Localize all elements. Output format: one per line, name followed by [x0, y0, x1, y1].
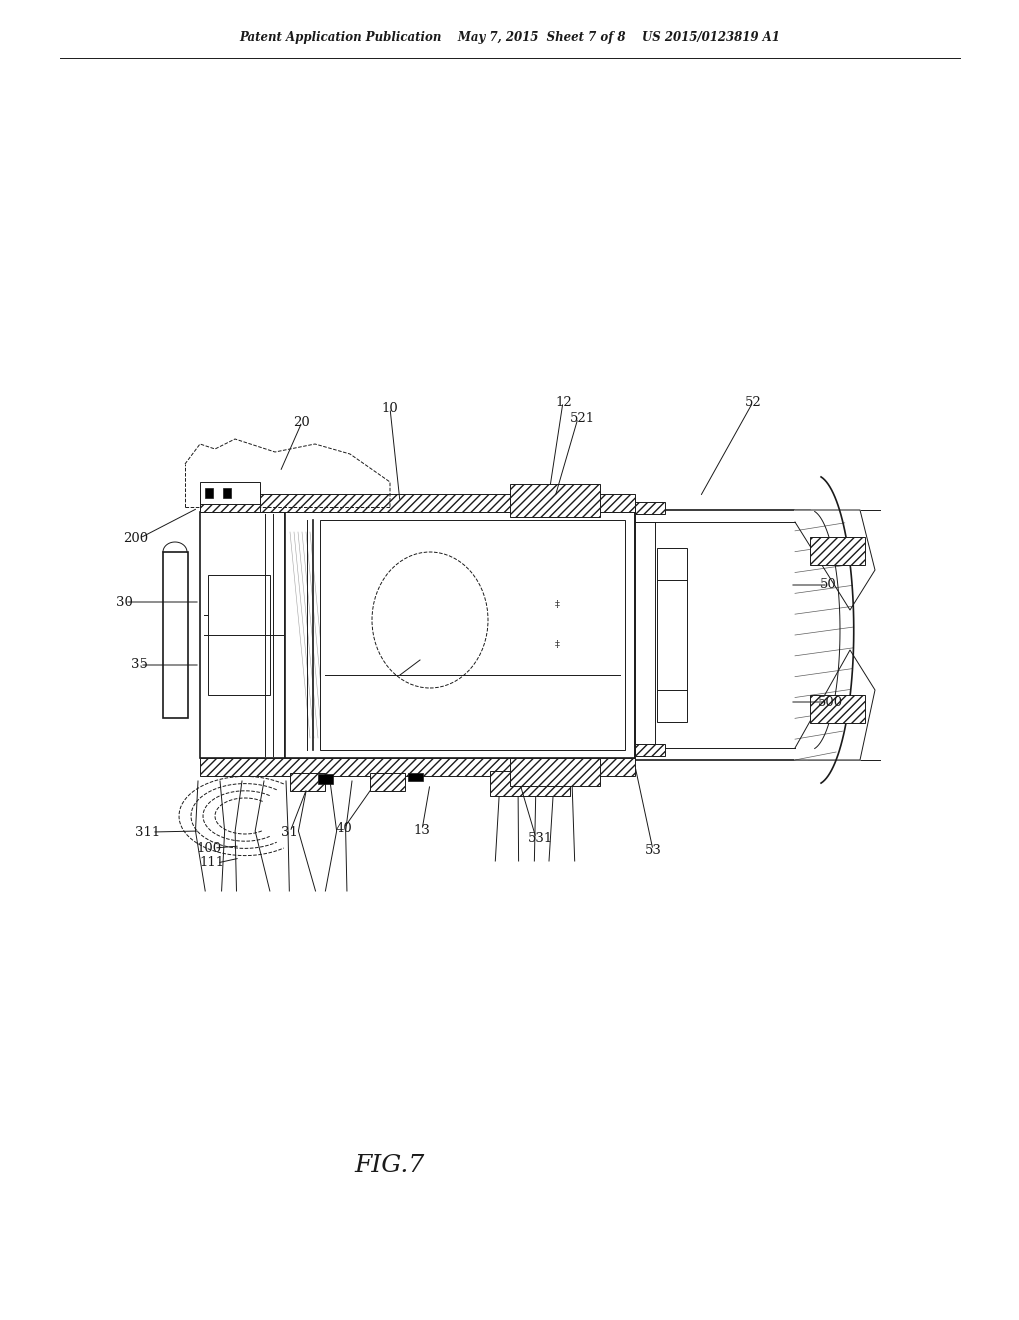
Bar — [510, 758, 599, 785]
Bar — [656, 548, 687, 722]
Bar — [200, 490, 260, 512]
Text: 531: 531 — [528, 832, 552, 845]
Polygon shape — [794, 649, 874, 760]
Text: 311: 311 — [135, 825, 160, 838]
Bar — [200, 512, 284, 758]
Bar — [223, 488, 230, 498]
Text: ‡: ‡ — [554, 640, 558, 649]
Bar — [289, 774, 325, 791]
Text: ‡: ‡ — [554, 601, 558, 610]
Text: 12: 12 — [554, 396, 572, 408]
Bar — [635, 744, 664, 756]
Bar — [370, 774, 405, 791]
Text: 52: 52 — [744, 396, 761, 408]
Text: 111: 111 — [200, 857, 225, 870]
Bar — [318, 774, 332, 784]
Bar — [163, 552, 187, 718]
Text: 200: 200 — [122, 532, 148, 544]
Text: 521: 521 — [570, 412, 594, 425]
Text: 50: 50 — [819, 578, 836, 591]
Text: 53: 53 — [644, 843, 661, 857]
Bar — [200, 494, 635, 512]
Text: 13: 13 — [413, 824, 430, 837]
Text: Patent Application Publication    May 7, 2015  Sheet 7 of 8    US 2015/0123819 A: Patent Application Publication May 7, 20… — [239, 30, 780, 44]
Bar — [809, 696, 864, 723]
Bar — [408, 774, 423, 781]
Text: 31: 31 — [281, 825, 298, 838]
Bar — [809, 537, 864, 565]
Bar — [208, 576, 270, 696]
Text: 500: 500 — [817, 696, 843, 709]
Text: FIG.7: FIG.7 — [355, 1154, 425, 1176]
Text: 30: 30 — [116, 595, 132, 609]
Bar — [320, 520, 625, 750]
Bar — [200, 758, 635, 776]
Text: 40: 40 — [335, 821, 352, 834]
Text: 100: 100 — [197, 842, 222, 854]
Bar — [200, 482, 260, 504]
Text: 20: 20 — [293, 416, 310, 429]
Bar — [284, 512, 635, 758]
Bar — [510, 484, 599, 517]
Polygon shape — [794, 510, 874, 610]
Bar — [635, 502, 664, 513]
Text: 35: 35 — [131, 659, 148, 672]
Text: 10: 10 — [381, 401, 397, 414]
Bar — [205, 488, 213, 498]
Bar — [489, 771, 570, 796]
